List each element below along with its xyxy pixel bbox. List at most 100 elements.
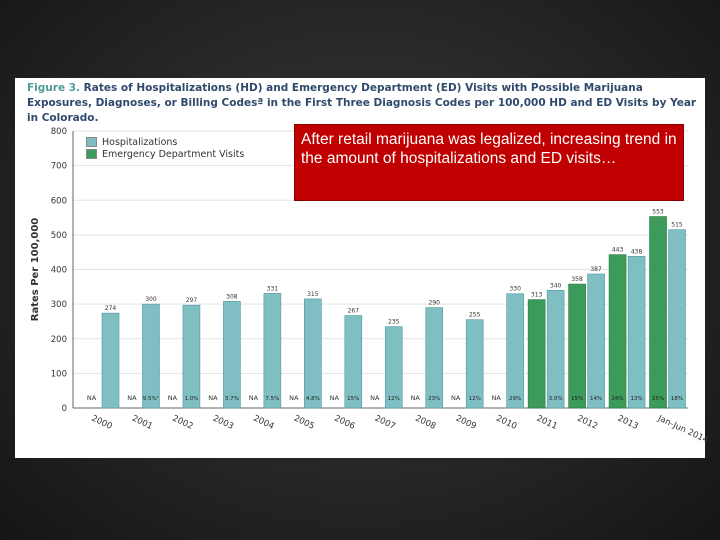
bar-pct-label: 12% [388,396,400,402]
callout-box: After retail marijuana was legalized, in… [294,124,684,201]
y-tick-label: 400 [51,266,67,276]
bar-pct-label: 23% [428,396,440,402]
bar-hospitalizations [304,298,322,409]
bar-pct-label: 14% [590,396,602,402]
x-tick-label: 2013 [616,414,640,432]
bar-pct-label: 15% [571,396,583,402]
legend-label-ed-visits: Emergency Department Visits [102,148,245,160]
bar-hospitalizations [668,229,686,409]
bar-value-label: 358 [571,276,583,283]
figure-title-text: Rates of Hospitalizations (HD) and Emerg… [27,82,697,124]
y-tick-label: 100 [51,369,67,379]
bar-pct-label: 12% [469,396,481,402]
bar-value-label: 297 [186,297,198,304]
legend-swatch-hospitalizations [86,137,97,147]
x-tick-label: 2008 [413,414,437,432]
bar-pct-label: 13% [630,396,642,402]
bar-na-label: NA [208,394,218,402]
chart-legend: Hospitalizations Emergency Department Vi… [86,136,244,160]
y-tick-label: 600 [51,196,67,206]
x-tick-label: 2000 [90,414,114,432]
bar-pct-label: 1.0% [184,396,198,402]
bar-pct-label: 9.5%ᵇ [143,395,160,402]
bar-value-label: 235 [388,319,400,326]
bar-hospitalizations [425,307,444,409]
y-tick-label: 300 [51,300,67,310]
bar-na-label: NA [87,394,97,402]
bar-pct-label: 3.7% [225,396,239,402]
x-tick-label: 2012 [575,414,599,432]
bar-value-label: 553 [652,209,664,216]
bar-value-label: 443 [612,247,624,254]
bar-hospitalizations [344,315,363,409]
bar-value-label: 267 [348,308,360,315]
bar-value-label: 438 [631,248,643,255]
bar-value-label: 331 [267,285,279,292]
bar-na-label: NA [289,394,299,402]
bar-ed-visits [608,254,627,409]
figure-title: Figure 3. Rates of Hospitalizations (HD)… [27,81,697,126]
x-tick-label: 2004 [252,414,276,432]
bar-hospitalizations [142,303,160,409]
y-tick-label: 200 [51,335,67,345]
legend-item-ed-visits: Emergency Department Visits [86,148,244,160]
bar-hospitalizations [263,293,282,409]
bar-pct-label: 25% [652,396,664,402]
bar-hospitalizations [182,304,201,409]
bar-na-label: NA [249,394,259,402]
bar-value-label: 330 [509,286,521,293]
bar-na-label: NA [330,394,340,402]
y-tick-label: 0 [62,404,67,414]
x-tick-label: 2003 [211,414,235,432]
bar-pct-label: 3.0% [549,396,563,402]
bar-pct-label: 24% [611,396,623,402]
x-tick-label: 2001 [130,414,154,432]
x-tick-label: 2010 [494,414,518,432]
bar-na-label: NA [451,394,461,402]
x-tick-label: 2009 [454,414,478,432]
bar-hospitalizations [627,256,646,409]
bar-value-label: 340 [550,282,562,289]
bar-pct-label: 7.5% [265,396,279,402]
bar-pct-label: 29% [509,396,521,402]
bar-na-label: NA [370,394,380,402]
bar-pct-label: 15% [347,396,359,402]
legend-label-hospitalizations: Hospitalizations [102,136,178,148]
bar-value-label: 274 [105,305,117,312]
x-tick-label: 2002 [171,414,195,432]
bar-value-label: 515 [671,222,683,229]
bar-value-label: 313 [531,292,543,299]
bar-na-label: NA [168,394,178,402]
bar-ed-visits [649,216,667,409]
bar-hospitalizations [506,293,524,409]
bar-ed-visits [568,283,586,409]
x-tick-label: 2011 [535,414,559,432]
x-tick-label: 2006 [333,414,357,432]
x-tick-label: 2007 [373,414,397,432]
legend-swatch-ed-visits [86,149,97,159]
bar-value-label: 315 [307,291,319,298]
bar-value-label: 300 [145,296,157,303]
legend-item-hospitalizations: Hospitalizations [86,136,244,148]
bar-value-label: 255 [469,312,481,319]
bar-pct-label: 4.8% [306,396,320,402]
bar-value-label: 308 [226,293,238,300]
y-tick-label: 700 [51,162,67,172]
callout-text: After retail marijuana was legalized, in… [301,131,677,167]
bar-hospitalizations [223,301,241,409]
bar-na-label: NA [127,394,137,402]
bar-value-label: 387 [590,266,602,273]
bar-na-label: NA [411,394,421,402]
x-tick-label: Jan-Jun 2014 [655,413,709,445]
y-tick-label: 500 [51,231,67,241]
y-tick-label: 800 [51,127,67,137]
bar-hospitalizations [465,319,484,409]
bar-value-label: 290 [429,300,441,307]
bar-hospitalizations [384,326,403,409]
x-tick-label: 2005 [292,414,316,432]
bar-na-label: NA [492,394,502,402]
bar-hospitalizations [587,273,605,409]
bar-hospitalizations [101,312,120,409]
bar-ed-visits [527,299,546,409]
y-axis-title: Rates Per 100,000 [30,218,41,322]
